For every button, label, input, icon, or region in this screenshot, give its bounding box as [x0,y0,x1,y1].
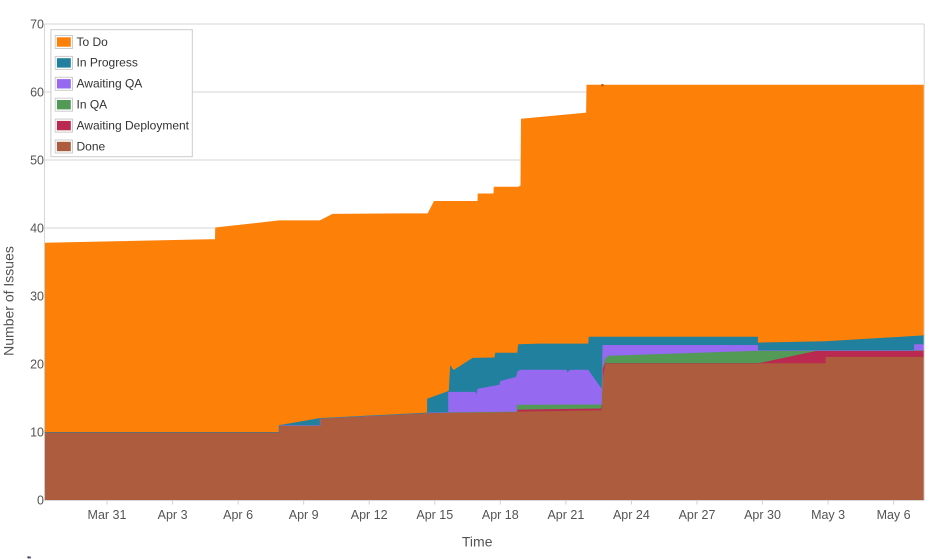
svg-text:Done: Done [77,139,106,153]
svg-text:Mar 31: Mar 31 [88,508,127,522]
svg-text:0: 0 [37,494,44,508]
svg-text:Apr 12: Apr 12 [351,508,388,522]
svg-text:40: 40 [30,222,44,236]
svg-text:In QA: In QA [77,98,108,112]
svg-text:Awaiting QA: Awaiting QA [77,77,143,91]
svg-text:In Progress: In Progress [77,56,138,70]
svg-text:May 6: May 6 [877,508,911,522]
svg-text:20: 20 [30,358,44,372]
svg-text:Apr 27: Apr 27 [679,508,716,522]
svg-text:10: 10 [30,426,44,440]
svg-text:To Do: To Do [77,35,109,49]
svg-text:Time: Time [462,534,493,550]
svg-text:Apr 3: Apr 3 [158,508,188,522]
svg-text:Awaiting Deployment: Awaiting Deployment [77,118,190,132]
svg-text:Number of Issues: Number of Issues [1,246,17,356]
svg-text:Apr 21: Apr 21 [547,508,584,522]
svg-text:May 3: May 3 [811,508,845,522]
svg-text:Apr 24: Apr 24 [613,508,650,522]
svg-text:Apr 30: Apr 30 [744,508,781,522]
svg-text:Apr 15: Apr 15 [416,508,453,522]
svg-text:Apr 6: Apr 6 [223,508,253,522]
svg-text:Apr 9: Apr 9 [289,508,319,522]
svg-text:30: 30 [30,290,44,304]
svg-text:60: 60 [30,86,44,100]
svg-text:50: 50 [30,154,44,168]
svg-text:70: 70 [30,18,44,32]
svg-text:Apr 18: Apr 18 [482,508,519,522]
